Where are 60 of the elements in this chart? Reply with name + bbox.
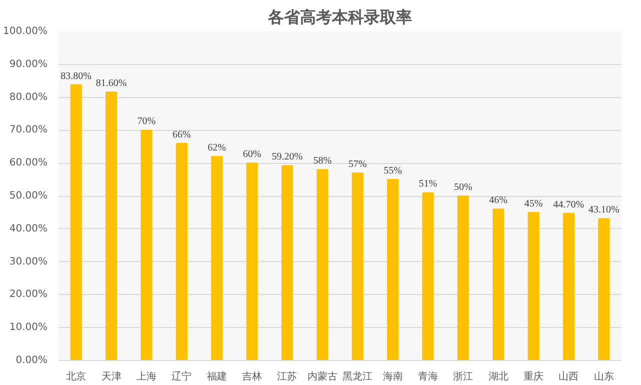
x-tick-label: 吉林 [242, 370, 262, 382]
data-label: 83.80% [60, 70, 92, 82]
bar [70, 84, 82, 360]
y-tick-label: 20.00% [9, 289, 48, 300]
bar [562, 212, 574, 360]
y-tick-label: 100.00% [3, 26, 48, 37]
x-tick-label: 山西 [558, 370, 579, 382]
bar [246, 162, 258, 360]
x-tick-label: 重庆 [524, 370, 544, 382]
x-tick-label: 内蒙古 [307, 370, 338, 382]
data-label: 66% [172, 129, 191, 140]
y-tick-label: 80.00% [9, 92, 48, 103]
y-tick-label: 60.00% [9, 158, 48, 169]
x-tick-label: 江苏 [277, 370, 298, 382]
y-tick-label: 10.00% [9, 322, 48, 334]
y-tick-label: 90.00% [9, 58, 48, 70]
data-label: 57% [348, 158, 367, 170]
x-tick-label: 湖北 [488, 370, 508, 382]
bar [422, 192, 434, 360]
bar [352, 172, 364, 360]
data-label: 81.60% [96, 78, 127, 90]
data-label: 43.10% [588, 204, 620, 216]
x-tick-label: 天津 [101, 370, 122, 382]
bar [316, 169, 328, 360]
x-tick-label: 福建 [206, 370, 227, 382]
y-tick-label: 50.00% [9, 190, 48, 202]
y-tick-label: 40.00% [9, 223, 48, 234]
data-label: 45% [524, 198, 543, 210]
data-label: 51% [418, 178, 438, 190]
bar [176, 142, 188, 360]
y-tick-label: 70.00% [9, 124, 48, 136]
bar [387, 179, 399, 360]
data-label: 55% [384, 166, 402, 177]
x-tick-label: 辽宁 [172, 370, 192, 382]
x-tick-label: 黑龙江 [342, 370, 373, 382]
data-label: 50% [454, 182, 472, 193]
bar [457, 196, 469, 360]
data-label: 59.20% [272, 152, 303, 163]
x-tick-label: 上海 [136, 370, 156, 382]
bar [211, 156, 223, 360]
x-tick-label: 山东 [594, 370, 614, 382]
data-label: 70% [137, 116, 156, 128]
bar [598, 218, 610, 360]
data-label: 46% [489, 195, 508, 206]
y-tick-label: 30.00% [9, 256, 48, 268]
x-tick-label: 青海 [418, 370, 438, 382]
bar [281, 165, 293, 360]
data-label: 62% [208, 142, 226, 154]
chart-title: 各省高考本科录取率 [267, 8, 412, 26]
data-label: 58% [313, 156, 332, 167]
bar [492, 208, 504, 360]
data-label: 44.70% [553, 199, 584, 210]
bar [106, 92, 118, 360]
x-tick-label: 浙江 [453, 370, 474, 382]
bar [140, 130, 152, 360]
data-label: 60% [242, 149, 262, 160]
x-tick-label: 北京 [66, 370, 86, 382]
y-tick-label: 0.00% [16, 355, 48, 366]
x-tick-label: 海南 [382, 370, 403, 382]
bar [528, 212, 540, 360]
